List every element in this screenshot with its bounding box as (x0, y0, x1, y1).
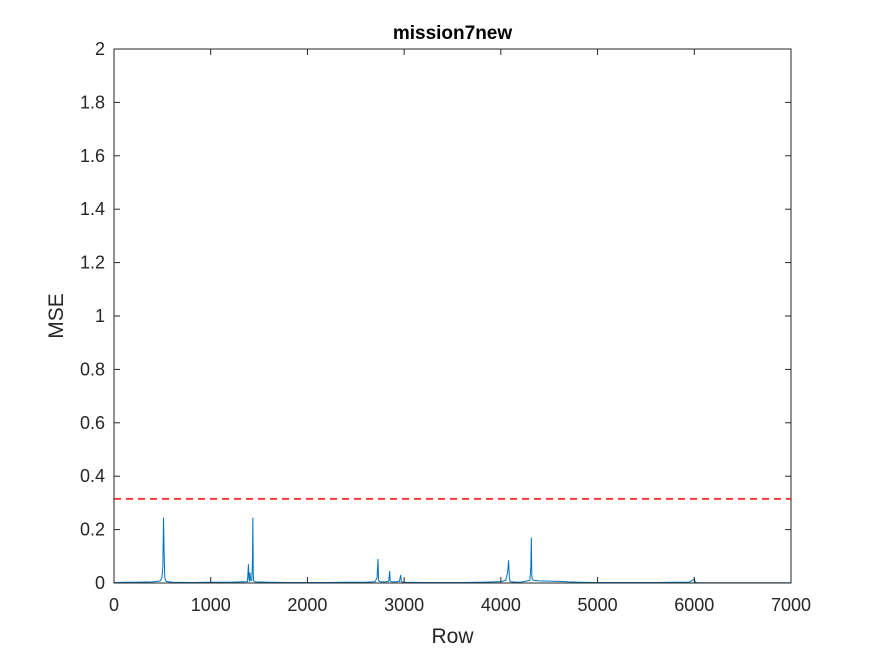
y-tick-label: 0.6 (80, 413, 105, 433)
y-tick-label: 1.6 (80, 146, 105, 166)
y-tick-label: 2 (95, 39, 105, 59)
x-axis: 0 1000 2000 3000 4000 5000 6000 7000 (109, 49, 811, 615)
x-tick-label: 4000 (481, 595, 521, 615)
y-tick-label: 1.2 (80, 253, 105, 273)
x-tick-label: 7000 (771, 595, 811, 615)
y-tick-label: 1.4 (80, 199, 105, 219)
chart-title: mission7new (393, 23, 513, 44)
mse-series (113, 517, 791, 584)
x-tick-label: 5000 (578, 595, 618, 615)
x-tick-label: 3000 (384, 595, 424, 615)
y-tick-label: 0.2 (80, 520, 105, 540)
y-tick-label: 1.8 (80, 92, 105, 112)
y-tick-label: 0 (95, 573, 105, 593)
y-axis-label: MSE (45, 293, 68, 339)
x-axis-label: Row (431, 625, 474, 648)
y-axis: 0 0.2 0.4 0.6 0.8 1 1.2 1.4 1.6 1.8 2 (80, 39, 791, 593)
y-tick-label: 1 (95, 306, 105, 326)
x-tick-label: 6000 (674, 595, 714, 615)
x-tick-label: 0 (109, 595, 119, 615)
x-tick-label: 2000 (287, 595, 327, 615)
y-tick-label: 0.8 (80, 359, 105, 379)
y-tick-label: 0.4 (80, 466, 105, 486)
plot-area (114, 49, 791, 583)
series-line-0 (113, 517, 791, 584)
x-tick-label: 1000 (191, 595, 231, 615)
